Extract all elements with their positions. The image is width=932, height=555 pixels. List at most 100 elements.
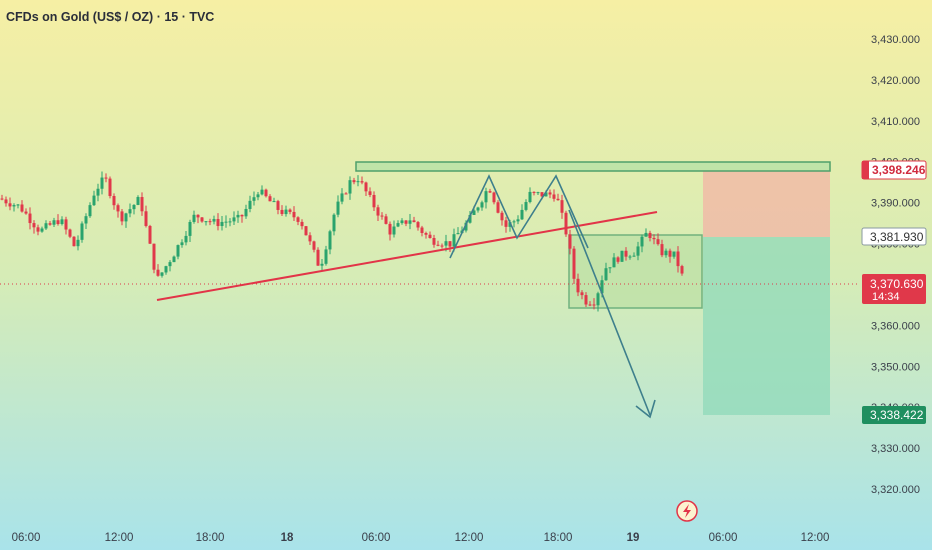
price-tick-label: 3,420.000 xyxy=(871,75,920,87)
candle-body xyxy=(88,205,92,217)
candle-body xyxy=(284,209,288,215)
candle-body xyxy=(484,191,488,203)
candle-body xyxy=(556,198,560,201)
candle-body xyxy=(384,216,388,224)
candle-body xyxy=(536,192,540,194)
candle-body xyxy=(572,248,576,279)
target-level-tag: 3,338.422 xyxy=(862,406,926,424)
candle-body xyxy=(408,220,412,224)
consolidation-box[interactable] xyxy=(568,234,703,309)
candle-body xyxy=(64,219,68,230)
candle-body xyxy=(200,217,204,222)
candle-body xyxy=(504,220,508,227)
candle-body xyxy=(152,243,156,270)
candle-body xyxy=(528,191,532,203)
candle-body xyxy=(372,194,376,208)
candle-body xyxy=(416,222,420,228)
candle-body xyxy=(508,222,512,227)
candle-body xyxy=(412,220,416,223)
candle-body xyxy=(32,223,36,228)
candle-body xyxy=(188,221,192,236)
candle-body xyxy=(432,238,436,245)
price-tick-label: 3,430.000 xyxy=(871,34,920,46)
resistance-zone[interactable] xyxy=(355,161,831,172)
price-tick-label: 3,320.000 xyxy=(871,484,920,496)
price-tick-label: 3,410.000 xyxy=(871,116,920,128)
time-tick-label: 06:00 xyxy=(709,532,738,544)
time-tick-label: 18:00 xyxy=(544,532,573,544)
candle-body xyxy=(368,191,372,195)
entry-level-label: 3,381.930 xyxy=(870,230,924,244)
lightning-icon[interactable] xyxy=(676,500,698,522)
candle-body xyxy=(144,211,148,226)
candle-body xyxy=(60,219,64,225)
candle-body xyxy=(440,245,444,247)
stop-level-tag: 3,398.246 xyxy=(861,160,927,180)
candle-body xyxy=(296,217,300,222)
candle-body xyxy=(648,232,652,239)
candle-body xyxy=(512,221,516,223)
candle-body xyxy=(132,204,136,210)
candle-body xyxy=(0,198,4,200)
candle-body xyxy=(244,208,248,217)
candle-body xyxy=(172,256,176,263)
candle-body xyxy=(304,226,308,236)
candle-body xyxy=(580,292,584,296)
candle-body xyxy=(644,232,648,237)
projection-arrow-line[interactable] xyxy=(568,209,651,416)
candle-body xyxy=(424,232,428,235)
candle-body xyxy=(140,197,144,212)
candle-body xyxy=(532,191,536,193)
candle-body xyxy=(452,234,456,247)
candle-body xyxy=(548,192,552,195)
candle-body xyxy=(604,268,608,281)
candle-body xyxy=(8,203,12,207)
candle-body xyxy=(120,211,124,222)
candle-body xyxy=(404,220,408,224)
candle-body xyxy=(352,180,356,183)
candle-body xyxy=(544,192,548,197)
candle-body xyxy=(380,215,384,217)
candle-body xyxy=(116,205,120,212)
candle-body xyxy=(232,217,236,222)
candle-body xyxy=(444,241,448,246)
candle-body xyxy=(212,219,216,222)
candle-body xyxy=(636,246,640,256)
candle-body xyxy=(280,209,284,215)
current-price-label: 3,370.630 xyxy=(870,277,924,291)
price-tick-label: 3,390.000 xyxy=(871,198,920,210)
candle-body xyxy=(356,181,360,183)
candle-body xyxy=(204,221,208,223)
time-tick-label: 12:00 xyxy=(105,532,134,544)
price-tick-label: 3,350.000 xyxy=(871,361,920,373)
candle-body xyxy=(488,191,492,193)
candle-body xyxy=(208,221,212,223)
candle-body xyxy=(44,223,48,229)
double-top-zigzag[interactable] xyxy=(449,174,589,259)
candle-body xyxy=(164,266,168,273)
candle-body xyxy=(620,250,624,262)
stop-loss-zone[interactable] xyxy=(703,171,830,237)
candle-body xyxy=(240,214,244,217)
candle-body xyxy=(564,212,568,235)
ascending-trendline[interactable] xyxy=(156,211,658,301)
candle-body xyxy=(276,201,280,210)
take-profit-zone[interactable] xyxy=(703,237,830,415)
candle-body xyxy=(660,244,664,256)
countdown-label: 14:34 xyxy=(872,291,900,303)
candle-body xyxy=(592,304,596,306)
candle-body xyxy=(252,197,256,201)
candle-body xyxy=(480,202,484,208)
candle-body xyxy=(272,201,276,203)
candle-body xyxy=(300,221,304,227)
candle-body xyxy=(76,239,80,247)
time-axis[interactable]: 06:00 12:00 18:00 18 06:00 12:00 18:00 19 06:00 1… xyxy=(12,532,830,544)
candle-body xyxy=(568,234,572,249)
candle-body xyxy=(388,223,392,235)
candle-body xyxy=(664,250,668,256)
candle-body xyxy=(24,211,28,214)
candle-body xyxy=(492,192,496,203)
candle-body xyxy=(420,227,424,233)
